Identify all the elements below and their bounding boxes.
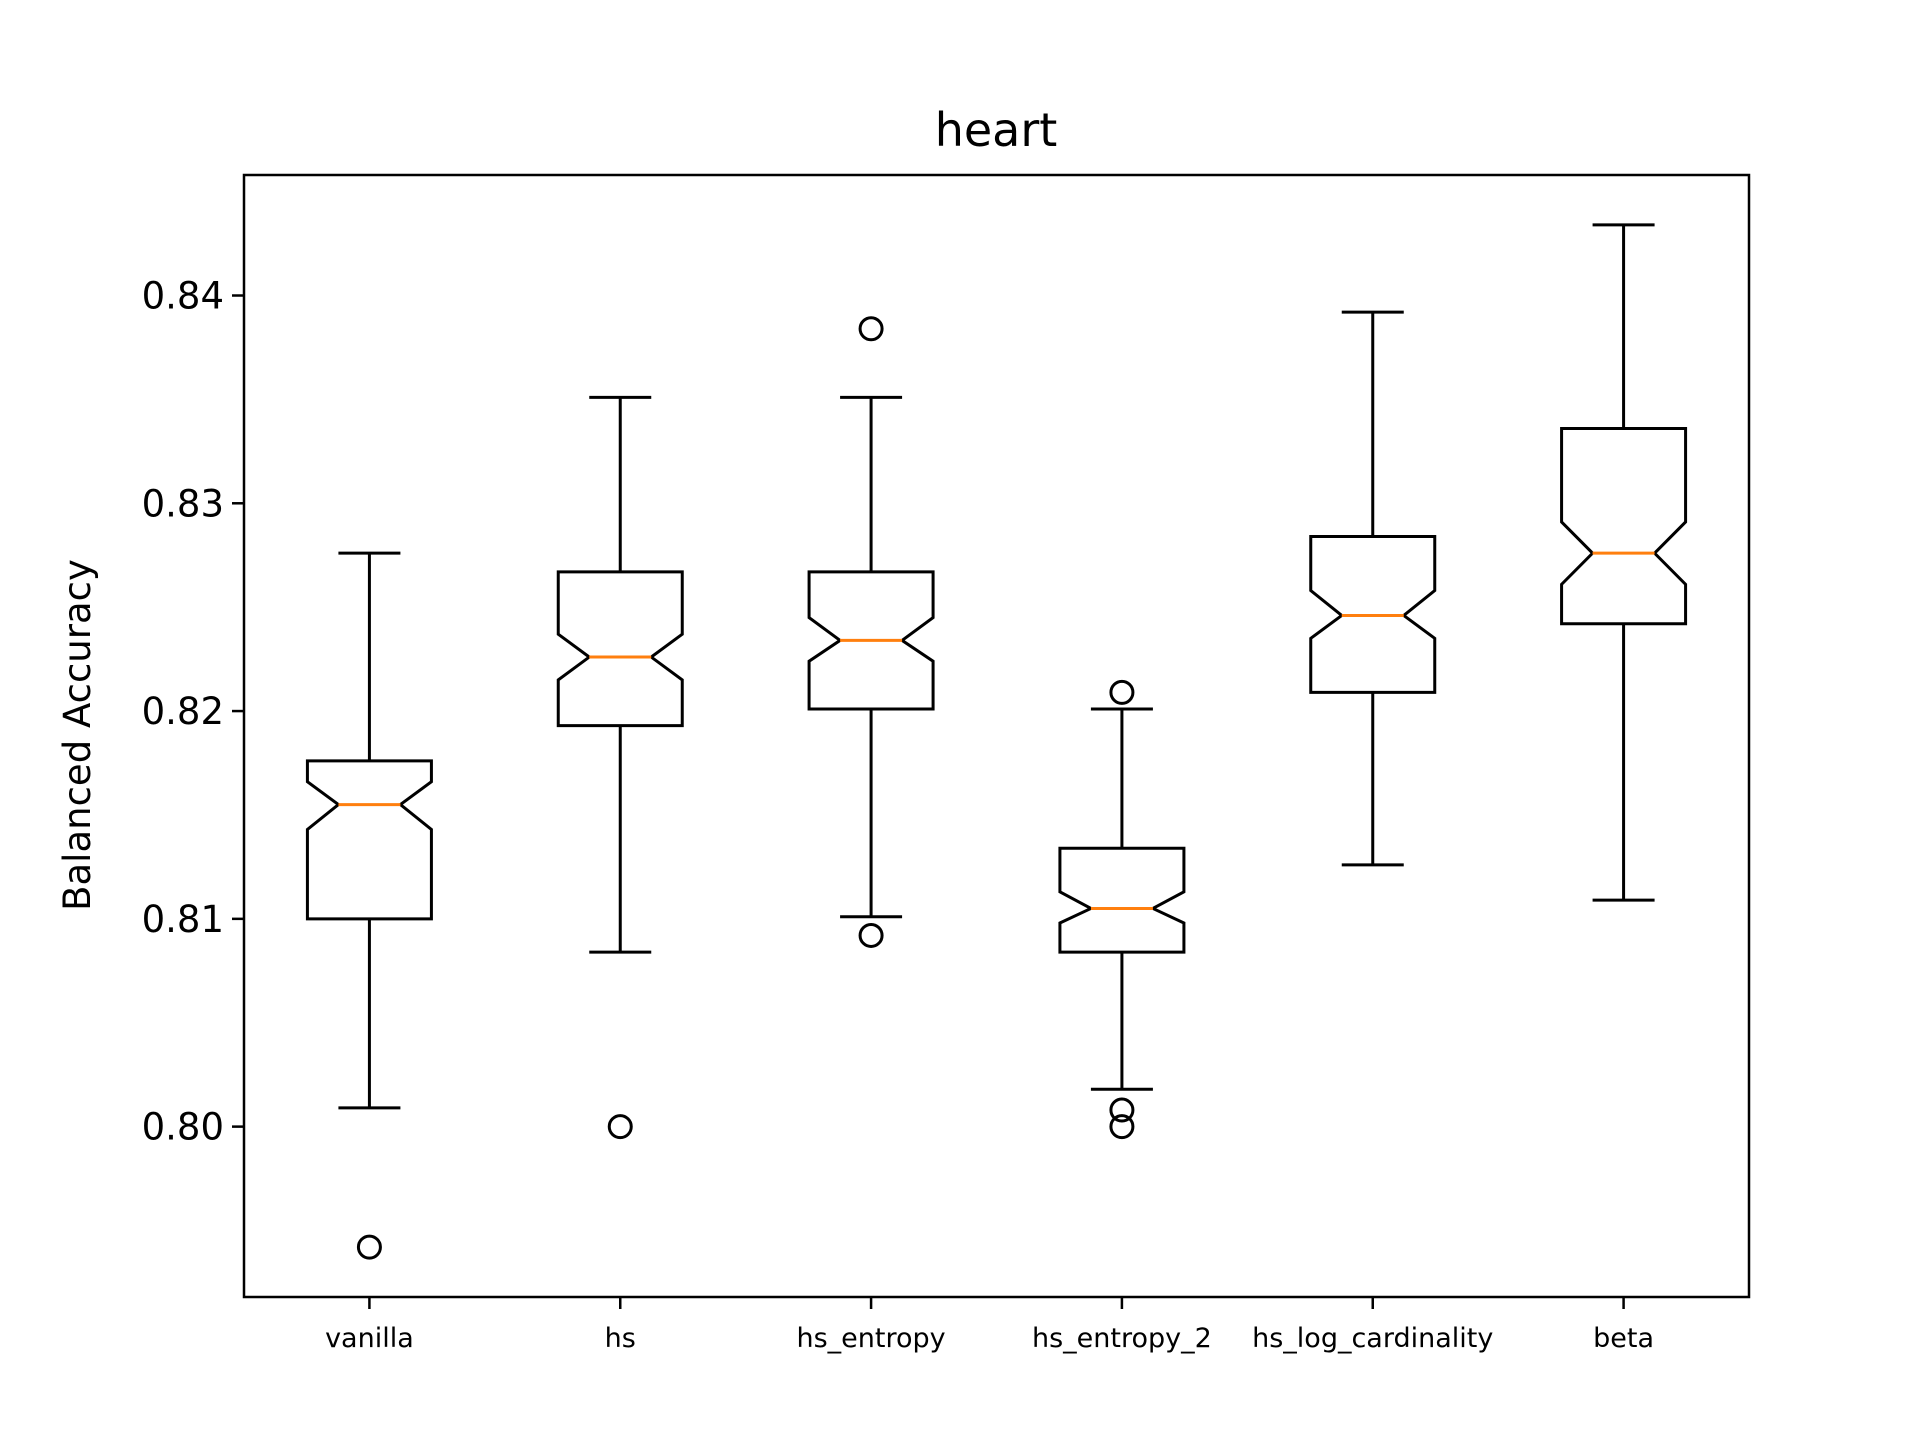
outlier-point bbox=[1109, 679, 1135, 705]
plot-area: 0.80 0.81 0.82 0.83 0.84 vanilla hs hs_entropy h… bbox=[142, 223, 1688, 1354]
outlier-point bbox=[356, 1234, 382, 1260]
y-tick-label: 0.82 bbox=[142, 690, 224, 733]
outlier-point bbox=[1109, 1097, 1135, 1123]
x-tick-label: beta bbox=[1593, 1323, 1654, 1354]
box-vanilla bbox=[305, 759, 433, 921]
y-tick-label: 0.80 bbox=[142, 1106, 224, 1149]
y-tick-label: 0.83 bbox=[142, 482, 224, 525]
x-tick-label: hs_log_cardinality bbox=[1252, 1323, 1493, 1354]
chart-title: heart bbox=[935, 103, 1058, 157]
box-hs_entropy bbox=[807, 570, 935, 711]
y-tick-label: 0.84 bbox=[142, 275, 224, 318]
box-hs bbox=[556, 570, 684, 728]
outlier-point bbox=[1109, 1114, 1135, 1140]
outlier-point bbox=[607, 1114, 633, 1140]
axes-frame bbox=[242, 173, 1751, 1299]
outlier-point bbox=[858, 316, 884, 342]
box-beta bbox=[1560, 426, 1688, 626]
x-tick-label: hs_entropy bbox=[797, 1323, 946, 1354]
y-axis-label: Balanced Accuracy bbox=[56, 559, 99, 911]
box-hs_entropy_2 bbox=[1058, 846, 1186, 954]
outlier-point bbox=[858, 922, 884, 948]
x-tick-label: hs bbox=[605, 1323, 636, 1354]
x-tick-label: hs_entropy_2 bbox=[1032, 1323, 1212, 1354]
y-tick-label: 0.81 bbox=[142, 898, 224, 941]
box-hs_log_cardinality bbox=[1309, 535, 1437, 694]
x-tick-label: vanilla bbox=[325, 1323, 414, 1354]
